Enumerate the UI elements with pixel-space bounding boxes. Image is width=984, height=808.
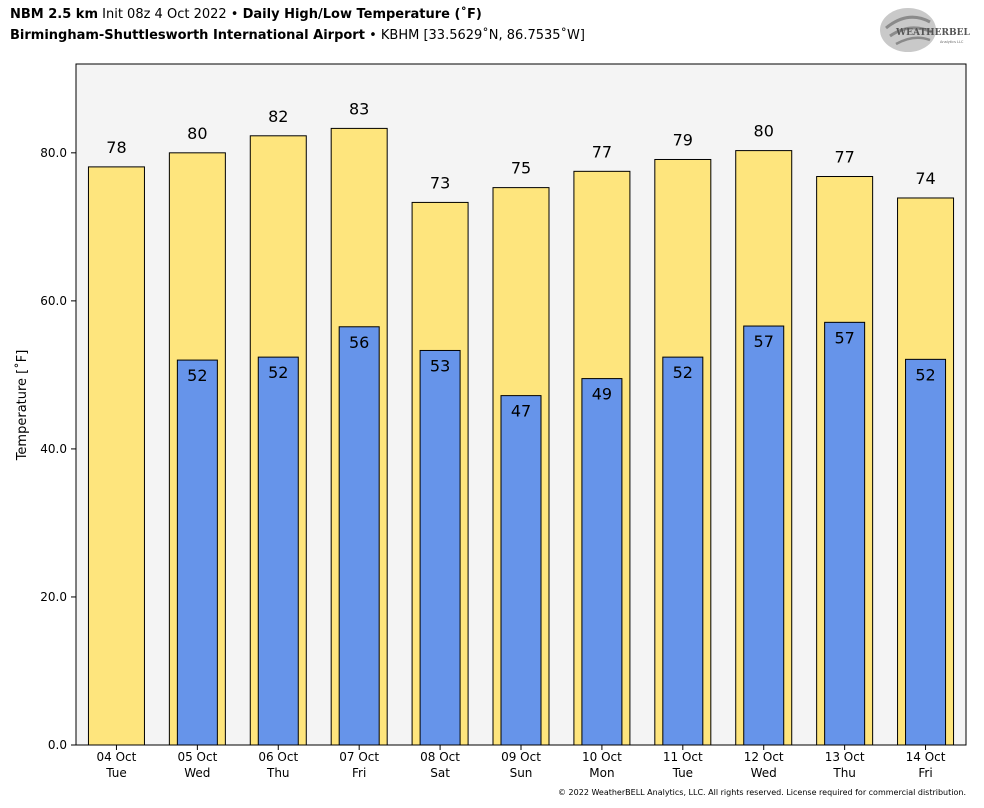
low-temp-label: 57 — [834, 328, 854, 347]
high-temp-label: 74 — [915, 169, 935, 188]
x-tick-date-label: 06 Oct — [258, 750, 298, 764]
low-temp-bar — [419, 349, 461, 746]
chart-title-line-1: NBM 2.5 km Init 08z 4 Oct 2022 • Daily H… — [10, 7, 482, 22]
model-name: NBM 2.5 km — [10, 7, 98, 22]
low-temp-label: 52 — [915, 365, 935, 384]
low-temp-label: 49 — [592, 385, 612, 404]
low-temp-label: 52 — [673, 363, 693, 382]
y-tick-label: 80.0 — [40, 146, 67, 160]
x-tick-date-label: 14 Oct — [906, 750, 946, 764]
x-tick-day-label: Mon — [589, 766, 614, 780]
high-temp-label: 80 — [754, 122, 774, 141]
high-temp-label: 80 — [187, 124, 207, 143]
x-tick-day-label: Sat — [430, 766, 450, 780]
high-temp-bar — [87, 166, 145, 746]
low-temp-bar — [743, 325, 785, 746]
x-tick-date-label: 11 Oct — [663, 750, 703, 764]
x-tick-date-label: 05 Oct — [177, 750, 217, 764]
low-temp-bar — [905, 358, 947, 746]
high-temp-label: 83 — [349, 99, 369, 118]
x-tick-date-label: 12 Oct — [744, 750, 784, 764]
x-tick-day-label: Tue — [672, 766, 694, 780]
low-temp-label: 56 — [349, 333, 369, 352]
low-temp-bar — [257, 356, 299, 746]
x-tick-date-label: 08 Oct — [420, 750, 460, 764]
high-temp-label: 79 — [673, 130, 693, 149]
high-temp-label: 75 — [511, 159, 531, 178]
logo-text: WEATHERBELL — [895, 28, 970, 38]
high-temp-label: 73 — [430, 173, 450, 192]
low-temp-label: 47 — [511, 402, 531, 421]
low-temp-label: 52 — [268, 363, 288, 382]
high-temp-label: 78 — [106, 138, 126, 157]
low-temp-label: 53 — [430, 356, 450, 375]
product-name: Daily High/Low Temperature (˚F) — [242, 7, 482, 22]
high-temp-label: 77 — [592, 142, 612, 161]
low-temp-bar — [581, 378, 623, 746]
x-tick-date-label: 09 Oct — [501, 750, 541, 764]
high-temp-label: 82 — [268, 107, 288, 126]
station-info: KBHM [33.5629˚N, 86.7535˚W] — [380, 28, 585, 43]
x-axis: 04 Oct Tue 05 Oct Wed 06 Oct Thu 07 Oct Fri 08 O… — [97, 745, 946, 780]
y-axis: 0.0 20.0 40.0 60.0 80.0 — [40, 146, 76, 752]
station-name: Birmingham-Shuttlesworth International A… — [10, 28, 365, 43]
bullet-separator-2: • — [369, 28, 377, 43]
y-tick-label: 0.0 — [48, 738, 67, 752]
x-tick-date-label: 10 Oct — [582, 750, 622, 764]
low-temp-bar — [176, 359, 218, 746]
low-temp-bar — [500, 395, 542, 746]
x-tick-day-label: Thu — [832, 766, 856, 780]
low-temp-bar — [662, 356, 704, 746]
y-tick-label: 60.0 — [40, 294, 67, 308]
logo-subtext: Analytics LLC — [940, 40, 964, 44]
y-tick-label: 20.0 — [40, 590, 67, 604]
x-tick-day-label: Wed — [751, 766, 777, 780]
x-tick-day-label: Fri — [918, 766, 932, 780]
weatherbell-logo: WEATHERBELL Analytics LLC — [880, 8, 970, 52]
copyright-footer: © 2022 WeatherBELL Analytics, LLC. All r… — [558, 788, 966, 797]
low-temp-label: 52 — [187, 366, 207, 385]
y-axis-label: Temperature [˚F] — [14, 350, 30, 462]
x-tick-date-label: 04 Oct — [97, 750, 137, 764]
x-tick-day-label: Tue — [105, 766, 127, 780]
x-tick-day-label: Wed — [184, 766, 210, 780]
x-tick-date-label: 07 Oct — [339, 750, 379, 764]
x-tick-day-label: Thu — [266, 766, 290, 780]
y-tick-label: 40.0 — [40, 442, 67, 456]
x-tick-day-label: Sun — [510, 766, 533, 780]
low-temp-label: 57 — [754, 332, 774, 351]
bullet-separator: • — [230, 7, 239, 22]
x-tick-date-label: 13 Oct — [825, 750, 865, 764]
low-temp-bar — [338, 326, 380, 746]
x-tick-day-label: Fri — [352, 766, 366, 780]
low-temp-bar — [824, 321, 866, 746]
bars-group: 78 80 52 82 52 83 56 73 53 75 47 77 49 79 52 80 57 77 57 74… — [87, 99, 955, 746]
init-time: Init 08z 4 Oct 2022 — [102, 7, 227, 22]
high-temp-label: 77 — [834, 148, 854, 167]
chart-title-line-2: Birmingham-Shuttlesworth International A… — [10, 28, 585, 43]
